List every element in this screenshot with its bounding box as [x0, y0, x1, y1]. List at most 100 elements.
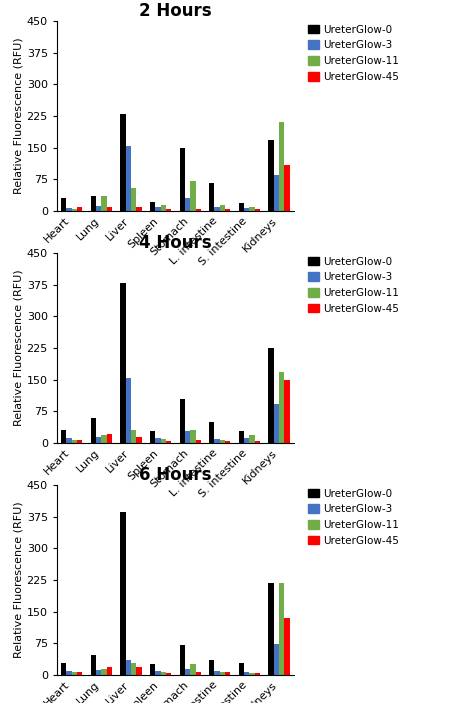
Bar [72, 671, 77, 675]
Bar [268, 140, 274, 211]
Legend: UreterGlow-0, UreterGlow-3, UreterGlow-11, UreterGlow-45: UreterGlow-0, UreterGlow-3, UreterGlow-1… [306, 486, 401, 548]
Bar [185, 669, 190, 675]
Bar [225, 441, 230, 443]
Y-axis label: Relative Fluorescence (RFU): Relative Fluorescence (RFU) [14, 270, 24, 426]
Bar [284, 380, 290, 443]
Bar [91, 418, 96, 443]
Bar [107, 434, 112, 443]
Bar [220, 439, 225, 443]
Bar [209, 660, 214, 675]
Bar [185, 198, 190, 211]
Bar [255, 673, 260, 675]
Bar [137, 437, 142, 443]
Bar [166, 209, 171, 211]
Bar [249, 435, 255, 443]
Bar [284, 618, 290, 675]
Bar [131, 430, 137, 443]
Bar [279, 583, 284, 675]
Legend: UreterGlow-0, UreterGlow-3, UreterGlow-11, UreterGlow-45: UreterGlow-0, UreterGlow-3, UreterGlow-1… [306, 22, 401, 84]
Bar [91, 196, 96, 211]
Bar [214, 207, 220, 211]
Bar [77, 439, 82, 443]
Bar [180, 399, 185, 443]
Bar [150, 202, 155, 211]
Bar [72, 439, 77, 443]
Bar [284, 165, 290, 211]
Bar [61, 430, 66, 443]
Bar [244, 438, 249, 443]
Bar [195, 439, 201, 443]
Bar [131, 663, 137, 675]
Bar [279, 372, 284, 443]
Bar [101, 435, 107, 443]
Bar [255, 209, 260, 211]
Bar [166, 441, 171, 443]
Bar [137, 667, 142, 675]
Bar [274, 175, 279, 211]
Bar [190, 664, 195, 675]
Bar [107, 667, 112, 675]
Bar [244, 671, 249, 675]
Bar [150, 431, 155, 443]
Bar [155, 207, 161, 211]
Bar [239, 431, 244, 443]
Bar [120, 512, 126, 675]
Bar [131, 188, 137, 211]
Bar [268, 348, 274, 443]
Bar [91, 654, 96, 675]
Bar [155, 438, 161, 443]
Bar [225, 209, 230, 211]
Bar [96, 206, 101, 211]
Title: 2 Hours: 2 Hours [139, 1, 212, 20]
Bar [96, 670, 101, 675]
Bar [96, 437, 101, 443]
Bar [150, 664, 155, 675]
Bar [101, 196, 107, 211]
Bar [279, 122, 284, 211]
Bar [107, 207, 112, 211]
Bar [101, 669, 107, 675]
Bar [72, 209, 77, 211]
Bar [249, 673, 255, 675]
Bar [220, 205, 225, 211]
Bar [209, 183, 214, 211]
Bar [126, 378, 131, 443]
Bar [214, 439, 220, 443]
Bar [255, 441, 260, 443]
Bar [77, 671, 82, 675]
Bar [274, 644, 279, 675]
Bar [66, 207, 72, 211]
Bar [61, 198, 66, 211]
Bar [274, 404, 279, 443]
Legend: UreterGlow-0, UreterGlow-3, UreterGlow-11, UreterGlow-45: UreterGlow-0, UreterGlow-3, UreterGlow-1… [306, 254, 401, 316]
Bar [225, 671, 230, 675]
Title: 6 Hours: 6 Hours [139, 465, 211, 484]
Bar [66, 438, 72, 443]
Bar [239, 203, 244, 211]
Bar [195, 671, 201, 675]
Bar [195, 209, 201, 211]
Bar [166, 673, 171, 675]
Bar [161, 205, 166, 211]
Bar [155, 671, 161, 675]
Bar [77, 207, 82, 211]
Bar [161, 439, 166, 443]
Y-axis label: Relative Fluorescence (RFU): Relative Fluorescence (RFU) [14, 502, 24, 658]
Bar [161, 671, 166, 675]
Bar [190, 181, 195, 211]
Bar [209, 422, 214, 443]
Bar [126, 146, 131, 211]
Bar [239, 663, 244, 675]
Bar [244, 207, 249, 211]
Bar [249, 207, 255, 211]
Bar [220, 671, 225, 675]
Bar [137, 207, 142, 211]
Y-axis label: Relative Fluorescence (RFU): Relative Fluorescence (RFU) [14, 38, 24, 194]
Bar [190, 430, 195, 443]
Title: 4 Hours: 4 Hours [139, 233, 212, 252]
Bar [120, 283, 126, 443]
Bar [120, 114, 126, 211]
Bar [268, 583, 274, 675]
Bar [185, 431, 190, 443]
Bar [66, 671, 72, 675]
